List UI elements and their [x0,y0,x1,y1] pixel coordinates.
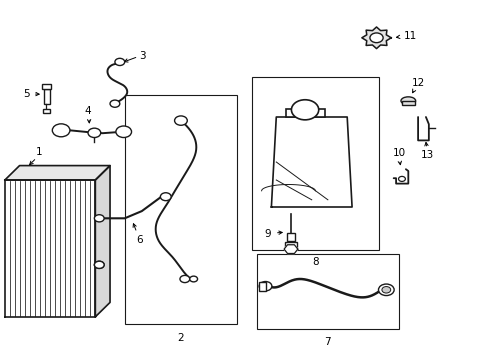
Polygon shape [271,117,351,207]
Text: 5: 5 [22,89,29,99]
Polygon shape [5,180,95,317]
Text: 10: 10 [392,148,405,158]
Text: 8: 8 [311,257,318,267]
Circle shape [52,124,70,137]
Circle shape [180,275,189,283]
Bar [285,109,324,117]
Circle shape [378,284,393,296]
Circle shape [94,261,104,269]
Bar [286,233,294,241]
Circle shape [115,58,124,66]
Bar [259,282,265,291]
Bar [401,101,414,105]
Polygon shape [284,245,297,253]
Text: 12: 12 [411,78,425,88]
Bar [124,95,237,324]
Text: 2: 2 [177,333,184,343]
Bar [284,242,297,247]
Circle shape [398,176,405,181]
Text: 13: 13 [420,150,433,161]
Circle shape [189,276,197,282]
Polygon shape [95,166,110,317]
Bar [42,84,51,89]
Circle shape [381,287,390,293]
Circle shape [88,128,101,138]
Text: 9: 9 [264,229,271,239]
Text: 1: 1 [36,147,42,157]
Text: 6: 6 [136,234,142,244]
Circle shape [291,100,318,120]
Bar [43,109,50,113]
Polygon shape [5,166,110,180]
Polygon shape [361,27,390,49]
Circle shape [174,116,187,125]
Circle shape [94,261,104,269]
Text: 3: 3 [139,51,146,61]
Ellipse shape [400,97,415,105]
Bar [251,77,378,250]
Text: 4: 4 [84,106,91,116]
Text: 7: 7 [324,337,330,347]
Bar [43,89,50,104]
Circle shape [259,282,271,291]
Circle shape [94,215,104,222]
Circle shape [110,100,120,107]
Text: 11: 11 [403,31,416,41]
Circle shape [369,33,383,43]
Circle shape [160,193,171,201]
Circle shape [116,126,131,138]
Bar [256,254,398,329]
